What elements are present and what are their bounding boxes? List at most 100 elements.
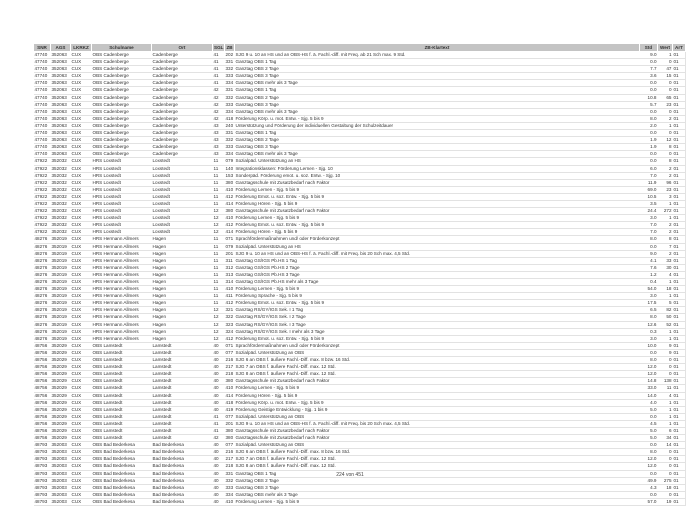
cell-zb: 332 bbox=[224, 65, 235, 74]
cell-std: 12.6 bbox=[639, 321, 658, 329]
cell-zb-klartext: Förderung Hören - Sjg. 5 bis 9 bbox=[234, 200, 640, 209]
table-row: 48276 352019 CUX HRS Hermann Allmers Hagen 11… bbox=[33, 299, 686, 308]
cell-art: 01 bbox=[672, 193, 686, 201]
cell-wert: 1 bbox=[657, 399, 673, 407]
cell-sgl: 41 bbox=[212, 65, 225, 74]
table-row: 48276 352019 CUX HRS Hermann Allmers Hagen 11… bbox=[33, 271, 686, 280]
table-row: 48276 352019 CUX HRS Hermann Allmers Hagen 11… bbox=[33, 285, 686, 294]
cell-wert: 19 bbox=[657, 498, 673, 506]
cell-ort: Hagen bbox=[151, 328, 213, 336]
table-row: 48276 352019 CUX HRS Hermann Allmers Hagen 11… bbox=[33, 250, 686, 258]
cell-schulname: OBS Cadenberge bbox=[91, 115, 152, 123]
cell-sgl: 42 bbox=[212, 115, 225, 123]
cell-zb-klartext: Ganztag OBS mehr als 3 Tage bbox=[234, 108, 640, 116]
cell-zb-klartext: SJG 8 an OBS f. äußere Fachl.-Diff. max.… bbox=[234, 370, 640, 379]
cell-zb: 418 bbox=[224, 115, 235, 123]
col-header-std: Std bbox=[639, 44, 658, 52]
cell-schulname: OBS Cadenberge bbox=[91, 136, 152, 145]
cell-wert: 9 bbox=[657, 349, 673, 358]
cell-snr: 48276 bbox=[33, 264, 51, 272]
cell-sgl: 43 bbox=[212, 143, 225, 152]
cell-sgl: 41 bbox=[212, 420, 225, 428]
cell-schulname: HRS Loxstedt bbox=[91, 207, 152, 216]
cell-std: 0.0 bbox=[639, 413, 658, 421]
cell-ort: Lamstedt bbox=[151, 413, 213, 421]
cell-zb-klartext: Förderung Emot. u. soz. Entw. - Sjg. 5 b… bbox=[234, 299, 640, 308]
cell-wert: 2 bbox=[657, 228, 673, 237]
cell-wert: 2 bbox=[657, 172, 673, 180]
cell-ort: Hagen bbox=[151, 264, 213, 272]
cell-wert: 8 bbox=[657, 235, 673, 244]
cell-zb: 314 bbox=[224, 278, 235, 287]
cell-ort: Cadenberge bbox=[151, 129, 213, 138]
cell-lkrkz: CUX bbox=[70, 363, 92, 372]
cell-lkrkz: CUX bbox=[70, 384, 92, 393]
cell-art: 01 bbox=[672, 65, 686, 74]
cell-lkrkz: CUX bbox=[70, 207, 92, 216]
cell-art: 01 bbox=[672, 122, 686, 131]
cell-zb: 410 bbox=[224, 186, 235, 194]
cell-art: 01 bbox=[672, 356, 686, 365]
cell-schulname: OBS Lamstedt bbox=[91, 392, 152, 400]
cell-snr: 47740 bbox=[33, 108, 51, 116]
col-header-sgl: SGL bbox=[212, 44, 225, 52]
cell-snr: 48756 bbox=[33, 342, 51, 350]
cell-snr: 48793 bbox=[33, 441, 51, 450]
cell-std: 7.0 bbox=[639, 221, 658, 230]
cell-ags: 352003 bbox=[50, 448, 71, 457]
cell-ags: 352063 bbox=[50, 51, 71, 60]
cell-sgl: 11 bbox=[212, 250, 225, 258]
cell-std: 14.0 bbox=[639, 392, 658, 400]
cell-zb: 410 bbox=[224, 384, 235, 393]
cell-zb: 412 bbox=[224, 335, 235, 343]
cell-zb-klartext: Förderung Körp. u. mot. Entw. - Sjg. 5 b… bbox=[234, 399, 640, 407]
col-header-art: ArT bbox=[672, 44, 686, 52]
cell-zb: 201 bbox=[224, 250, 235, 258]
cell-std: 0.0 bbox=[639, 157, 658, 166]
cell-ort: Hagen bbox=[151, 292, 213, 301]
cell-std: 57.0 bbox=[639, 498, 658, 506]
cell-sgl: 12 bbox=[212, 328, 225, 336]
cell-sgl: 41 bbox=[212, 72, 225, 81]
cell-zb: 418 bbox=[224, 399, 235, 407]
table-row: 48276 352019 CUX HRS Hermann Allmers Hagen 12… bbox=[33, 313, 686, 322]
cell-art: 01 bbox=[672, 235, 686, 244]
cell-art: 01 bbox=[672, 157, 686, 166]
cell-ags: 352029 bbox=[50, 370, 71, 379]
cell-schulname: HRS Hermann Allmers bbox=[91, 313, 152, 322]
table-row: 47922 352032 CUX HRS Loxstedt Loxstedt 12 410 F… bbox=[33, 214, 686, 223]
cell-zb: 077 bbox=[224, 413, 235, 421]
cell-sgl: 11 bbox=[212, 165, 225, 173]
table-row: 47922 352032 CUX HRS Loxstedt Loxstedt 11 410 F… bbox=[33, 186, 686, 194]
cell-lkrkz: CUX bbox=[70, 292, 92, 301]
cell-ags: 352019 bbox=[50, 257, 71, 265]
cell-zb: 331 bbox=[224, 470, 235, 478]
cell-sgl: 11 bbox=[212, 179, 225, 187]
cell-ags: 352063 bbox=[50, 122, 71, 131]
cell-lkrkz: CUX bbox=[70, 186, 92, 194]
cell-snr: 48276 bbox=[33, 292, 51, 301]
cell-schulname: OBS Cadenberge bbox=[91, 143, 152, 152]
cell-art: 01 bbox=[672, 58, 686, 67]
cell-schulname: OBS Lamstedt bbox=[91, 356, 152, 365]
cell-lkrkz: CUX bbox=[70, 420, 92, 428]
cell-wert: 23 bbox=[657, 186, 673, 194]
cell-snr: 47922 bbox=[33, 207, 51, 216]
cell-zb: 079 bbox=[224, 243, 235, 251]
cell-std: 11.9 bbox=[639, 179, 658, 187]
cell-zb-klartext: Ganztag OBS 1 Tag bbox=[234, 470, 640, 478]
cell-sgl: 41 bbox=[212, 79, 225, 88]
cell-ort: Bad Bederkesa bbox=[151, 448, 213, 457]
page-number: 224 von 451 bbox=[336, 472, 364, 478]
cell-schulname: OBS Lamstedt bbox=[91, 384, 152, 393]
cell-wert: 0 bbox=[657, 370, 673, 379]
cell-schulname: OBS Cadenberge bbox=[91, 79, 152, 88]
table-row: 48756 352029 CUX OBS Lamstedt Lamstedt 40 216 S… bbox=[33, 356, 686, 365]
cell-lkrkz: CUX bbox=[70, 392, 92, 400]
cell-wert: 272 bbox=[657, 207, 673, 216]
cell-std: 33.0 bbox=[639, 384, 658, 393]
cell-ags: 352063 bbox=[50, 65, 71, 74]
cell-snr: 47740 bbox=[33, 65, 51, 74]
cell-snr: 48276 bbox=[33, 235, 51, 244]
cell-zb-klartext: Förderung Sprache - Sjg. 5 bis 9 bbox=[234, 292, 640, 301]
